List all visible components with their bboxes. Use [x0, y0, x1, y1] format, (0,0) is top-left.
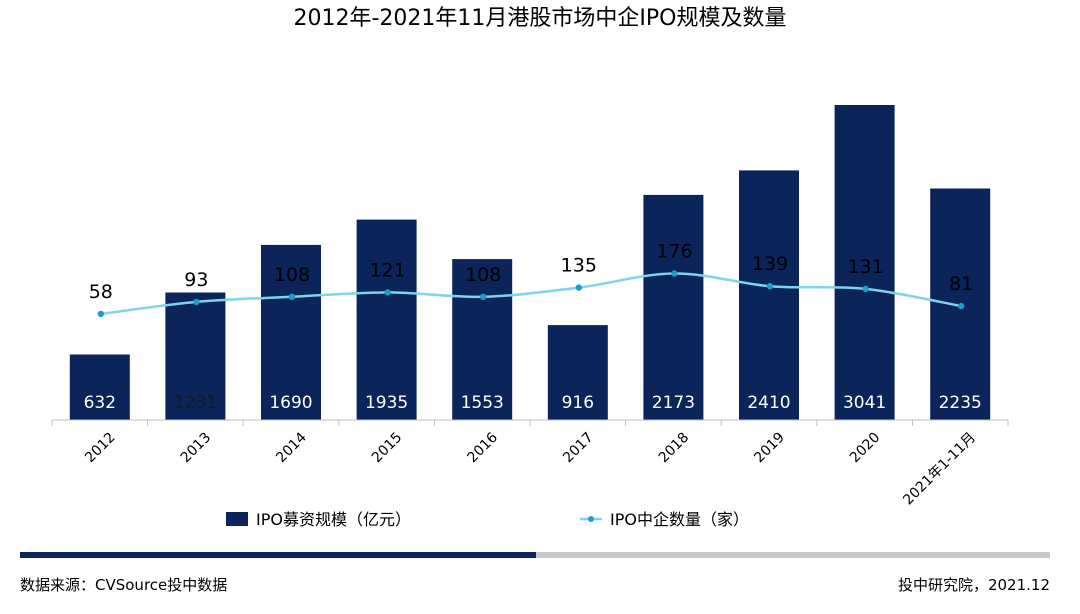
bar-value-label: 1690 [269, 393, 312, 413]
line-point [958, 302, 965, 310]
legend: IPO募资规模（亿元） IPO中企数量（家） [226, 510, 749, 529]
bar-2013 [165, 292, 226, 420]
bar-value-label: 3041 [843, 393, 886, 413]
x-tick-label: 2012 [82, 430, 119, 467]
bar-2014 [261, 244, 321, 420]
chart-title: 2012年-2021年11月港股市场中企IPO规模及数量 [294, 6, 787, 31]
bar-value-label: 2410 [747, 393, 790, 413]
x-tick-label: 2016 [465, 429, 502, 466]
x-tick-label: 2018 [656, 430, 693, 467]
x-tick-label: 2021年1-11月 [900, 430, 979, 509]
bar-value-label: 2235 [939, 393, 982, 413]
bar-value-label: 2173 [652, 393, 695, 413]
line-value-label: 108 [274, 264, 310, 286]
bar-2015 [356, 219, 417, 420]
line-value-label: 139 [752, 253, 788, 275]
footer-credit: 投中研究院，2021.12 [898, 576, 1050, 594]
line-point [97, 310, 105, 318]
footer-divider-light [536, 552, 1050, 558]
bar-2012 [69, 354, 130, 420]
x-tick-label: 2017 [560, 430, 597, 467]
bar-2019 [739, 170, 799, 420]
line-value-label: 176 [656, 241, 692, 263]
line-value-label: 135 [561, 255, 597, 277]
legend-bar-swatch [226, 512, 248, 526]
footer-source: 数据来源：CVSource投中数据 [20, 576, 227, 594]
footer-divider-dark [20, 552, 536, 558]
bar-series: 632 1231 1690 1935 1553 916 2173 2410 3041 2235 [69, 105, 991, 420]
line-point [862, 285, 869, 293]
x-tick-label: 2019 [751, 430, 788, 467]
legend-line-marker [588, 516, 594, 522]
x-tick-label: 2014 [273, 429, 310, 466]
bar-2018 [643, 194, 704, 420]
line-value-label: 58 [89, 281, 113, 303]
bar-2016 [452, 259, 513, 420]
legend-bar-label: IPO募资规模（亿元） [256, 510, 411, 529]
line-point [671, 270, 678, 277]
x-tick-label: 2013 [178, 430, 215, 467]
line-point [575, 284, 582, 291]
line-point [480, 293, 487, 300]
line-value-label: 121 [369, 259, 405, 281]
x-tick-label: 2015 [369, 430, 406, 467]
line-point [766, 283, 774, 290]
x-axis: 2012 2013 2014 2015 2016 2017 2018 2019 2020 2021… [51, 419, 1009, 509]
bar-value-label: 1553 [461, 393, 504, 413]
bar-value-label: 1935 [365, 393, 408, 413]
line-value-label: 131 [847, 256, 883, 278]
line-value-label: 93 [184, 269, 208, 291]
x-tick-label: 2020 [847, 430, 884, 467]
bar-2017 [547, 325, 608, 420]
bar-2020 [834, 105, 895, 420]
line-point [288, 293, 296, 300]
bar-value-label: 1231 [174, 393, 217, 413]
line-point [193, 298, 200, 306]
bar-value-label: 916 [562, 393, 594, 413]
footer: 数据来源：CVSource投中数据 投中研究院，2021.12 [20, 552, 1050, 594]
line-value-label: 108 [465, 264, 501, 286]
legend-line-label: IPO中企数量（家） [610, 510, 749, 529]
line-point [384, 289, 391, 296]
bar-value-label: 632 [84, 393, 116, 413]
line-series-path [100, 272, 962, 316]
line-value-label: 81 [949, 273, 973, 295]
line-series: 58 93 108 121 108 135 176 139 131 81 [89, 241, 973, 318]
